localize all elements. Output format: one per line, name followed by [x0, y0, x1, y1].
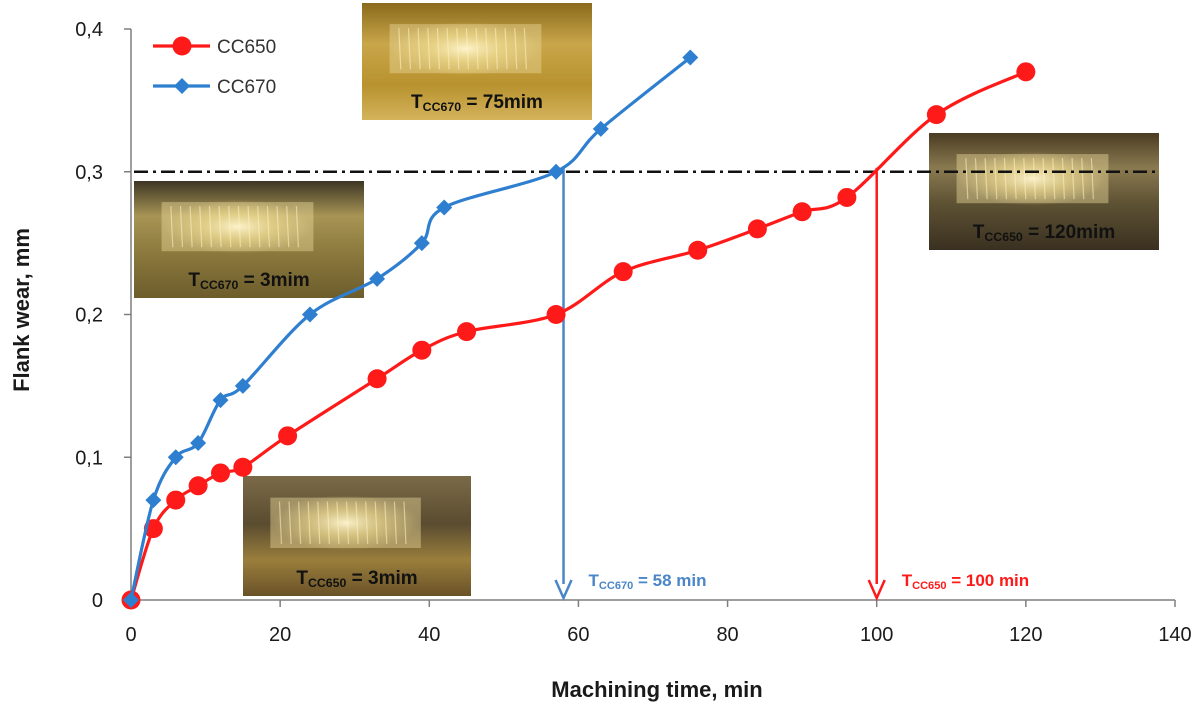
x-tick-label: 100: [860, 624, 893, 646]
data-point-cc650: [546, 305, 566, 324]
data-point-cc650: [278, 426, 298, 446]
x-tick-label: 0: [125, 624, 136, 646]
series-layer: [121, 49, 1036, 610]
y-tick-label: 0,2: [75, 305, 103, 327]
data-point-cc670: [301, 306, 318, 323]
tool-life-arrowhead: [867, 579, 886, 602]
data-point-cc670: [682, 49, 699, 66]
data-point-cc670: [548, 163, 565, 180]
data-point-cc650: [792, 202, 812, 222]
legend-label: CC670: [217, 77, 276, 98]
x-tick-label: 120: [1009, 624, 1042, 646]
data-point-cc650: [457, 322, 477, 342]
tool-life-label: TCC650 = 100 min: [902, 571, 1029, 592]
axis-titles: Machining time, min Flank wear, mm: [9, 228, 763, 702]
data-point-cc670: [436, 199, 453, 216]
axes-layer: 0 20 40 60 80 100 120 140 0 0,1 0,2 0,3 0,4: [75, 19, 1192, 646]
data-point-cc650: [747, 219, 767, 239]
insert-photos-layer: TCC670 = 75mim TCC650 = 120mim TCC670 = 3m…: [134, 3, 1159, 596]
wear-micrograph-photo: TCC650 = 120mim: [929, 133, 1159, 250]
x-tick-label: 40: [418, 624, 440, 646]
data-point-cc650: [412, 340, 432, 360]
x-tick-label: 140: [1158, 624, 1191, 646]
data-point-cc670: [592, 120, 609, 137]
data-point-cc670: [212, 392, 229, 409]
data-point-cc650: [210, 463, 230, 483]
data-point-cc670: [145, 492, 162, 509]
wear-micrograph-photo: TCC650 = 3mim: [243, 476, 471, 596]
y-tick-label: 0,3: [75, 162, 103, 184]
photo-caption: TCC650 = 3mim: [296, 568, 417, 590]
data-point-cc670: [167, 449, 184, 466]
data-point-cc670: [190, 434, 207, 451]
threshold-and-arrows-layer: TCC670 = 58 min TCC650 = 100 min: [134, 167, 1160, 602]
legend-marker: [174, 78, 190, 94]
data-point-cc670: [234, 377, 251, 394]
x-axis-title: Machining time, min: [551, 677, 762, 702]
y-tick-label: 0,4: [75, 19, 103, 41]
x-tick-label: 20: [269, 624, 291, 646]
y-axis-title: Flank wear, mm: [9, 228, 34, 392]
photo-caption: TCC670 = 75mim: [411, 92, 543, 114]
data-point-cc670: [123, 592, 139, 608]
wear-micrograph-photo: TCC670 = 3mim: [134, 181, 364, 298]
legend: CC650 CC670: [153, 36, 276, 98]
data-point-cc650: [188, 476, 208, 496]
data-point-cc650: [166, 490, 186, 510]
legend-label: CC650: [217, 37, 276, 58]
x-tick-label: 80: [716, 624, 738, 646]
photo-caption: TCC670 = 3mim: [188, 270, 309, 292]
x-tick-label: 60: [567, 624, 589, 646]
data-point-cc670: [369, 270, 386, 287]
data-point-cc650: [367, 369, 387, 389]
data-point-cc650: [837, 187, 857, 207]
data-point-cc650: [1016, 62, 1036, 82]
y-tick-label: 0,1: [75, 447, 103, 469]
photo-caption: TCC650 = 120mim: [973, 222, 1115, 244]
data-point-cc650: [613, 262, 633, 282]
wear-micrograph-photo: TCC670 = 75mim: [362, 3, 592, 120]
legend-marker: [172, 36, 192, 56]
y-tick-label: 0: [92, 590, 103, 612]
data-point-cc650: [926, 105, 946, 125]
data-point-cc650: [233, 457, 253, 477]
tool-life-arrowhead: [554, 579, 573, 602]
data-point-cc650: [688, 240, 708, 260]
data-point-cc670: [413, 235, 430, 252]
tool-life-label: TCC670 = 58 min: [589, 571, 707, 592]
